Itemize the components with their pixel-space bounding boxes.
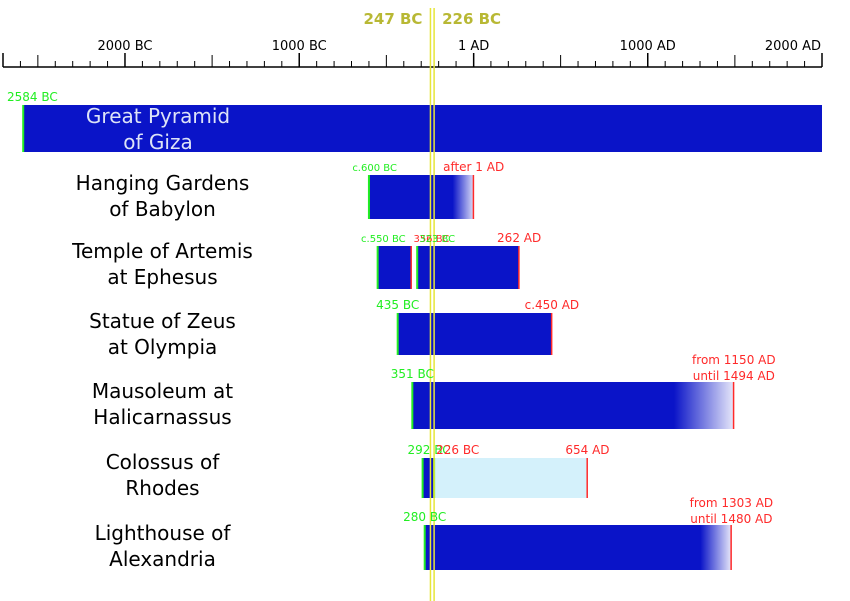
end-mark-6-0: [730, 525, 732, 570]
wonder-label-mausoleum: Mausoleum at Halicarnassus: [91, 379, 234, 429]
date-label: until 1494 AD: [693, 369, 775, 383]
end-mark-4-0: [732, 382, 735, 429]
reference-label: 247 BC: [363, 10, 422, 28]
date-label: after 1 AD: [443, 160, 504, 174]
bar-wonder-2-segment-0: [377, 246, 412, 289]
start-mark-2-0: [376, 246, 379, 289]
bar-wonder-6-segment-0: [424, 525, 732, 570]
wonder-label-colossus: Colossus of Rhodes: [105, 450, 220, 500]
date-label: 351 BC: [391, 367, 434, 381]
end-mark-2-0: [410, 246, 412, 289]
date-label: c.550 BC: [361, 234, 406, 245]
end-mark-2-1: [518, 246, 520, 289]
date-label: 356 BC: [413, 234, 449, 245]
reference-lines: 247 BC 226 BC: [363, 8, 501, 601]
date-label: 2584 BC: [7, 90, 58, 104]
wonder-label-statue-of-zeus: Statue of Zeus at Olympia: [89, 309, 236, 359]
date-label: from 1303 AD: [690, 496, 774, 510]
end-mark-5-1: [586, 458, 588, 498]
start-mark-5-0: [421, 458, 424, 498]
start-mark-0-0: [22, 105, 25, 152]
tick-label: 2000 AD: [765, 39, 821, 54]
date-label: 292 BC: [407, 443, 450, 457]
tick-label: 2000 BC: [97, 39, 152, 54]
start-mark-6-0: [423, 525, 426, 570]
tick-label: 1000 AD: [620, 39, 676, 54]
end-mark-1-0: [472, 175, 475, 219]
bar-wonder-5-segment-0: [422, 458, 435, 498]
wonder-label-great-pyramid: Great Pyramid of Giza: [85, 104, 231, 154]
date-annotations: 2584 BCc.600 BC after 1 ADc.550 BC 356 BC3…: [7, 90, 776, 526]
bar-wonder-1-segment-0: [368, 175, 474, 219]
start-mark-2-1: [416, 246, 419, 289]
time-axis: 2000 BC 1000 BC 1 AD 1000 AD 2000 AD: [2, 39, 823, 68]
date-label: c.450 AD: [525, 298, 580, 312]
date-label: until 1480 AD: [690, 512, 772, 526]
bar-wonder-4-segment-0: [412, 382, 734, 429]
date-label: 323 BC: [419, 234, 455, 245]
bar-wonder-5-segment-1: [434, 458, 588, 498]
date-label: c.600 BC: [352, 163, 397, 174]
wonder-label-temple-of-artemis: Temple of Artemis at Ephesus: [72, 239, 253, 289]
start-mark-4-0: [411, 382, 414, 429]
date-label: 654 AD: [565, 443, 609, 457]
date-label: 262 AD: [497, 231, 541, 245]
bar-wonder-2-segment-1: [417, 246, 520, 289]
date-label: 226 BC: [436, 443, 479, 457]
tick-label: 1000 BC: [272, 39, 327, 54]
start-mark-1-0: [367, 175, 370, 219]
reference-label: 226 BC: [442, 10, 501, 28]
wonder-label-hanging-gardens: Hanging Gardens of Babylon: [75, 171, 250, 221]
bar-wonder-3-segment-0: [397, 313, 552, 355]
bar-wonder-0-segment-0: [23, 105, 822, 152]
start-mark-3-0: [396, 313, 399, 355]
wonder-label-lighthouse: Lighthouse of Alexandria: [94, 521, 231, 571]
tick-label: 1 AD: [458, 39, 489, 54]
date-label: 280 BC: [403, 510, 446, 524]
date-label: 435 BC: [376, 298, 419, 312]
date-label: from 1150 AD: [692, 353, 776, 367]
end-mark-3-0: [550, 313, 553, 355]
